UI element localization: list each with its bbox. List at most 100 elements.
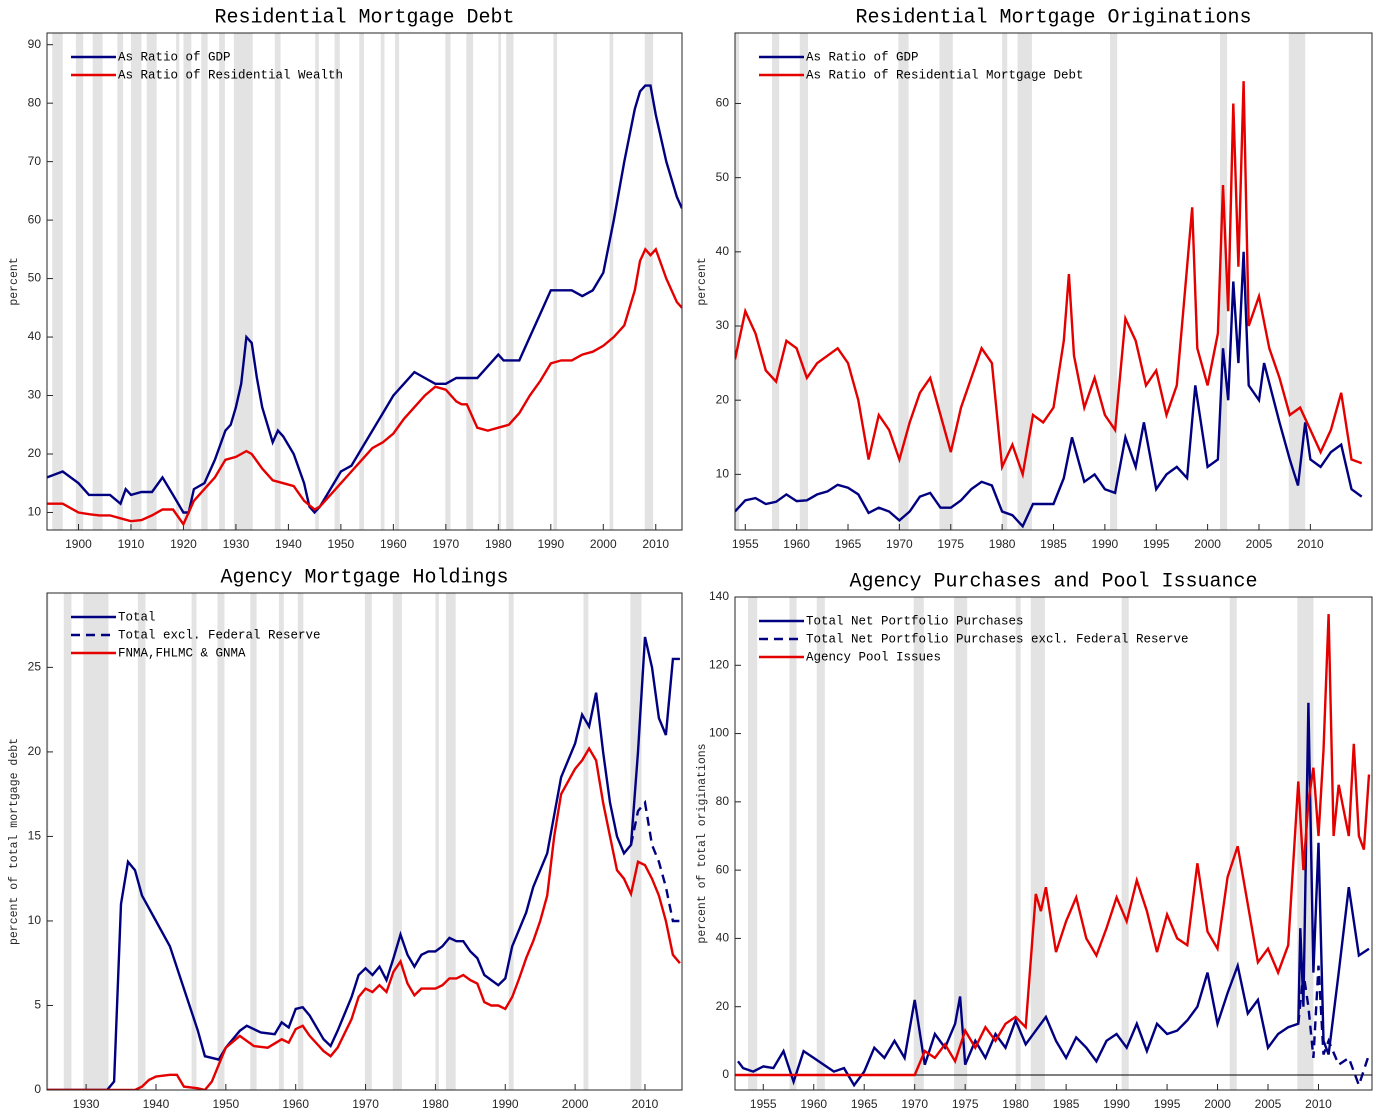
legend-label: As Ratio of Residential Mortgage Debt — [806, 68, 1084, 82]
x-tick-label: 1990 — [492, 1097, 519, 1111]
recession-band — [63, 593, 72, 1090]
recession-band — [339, 597, 358, 1090]
x-tick-label: 2005 — [1246, 537, 1273, 551]
x-tick-label: 1930 — [73, 1097, 100, 1111]
series-line — [47, 636, 680, 1090]
recession-band — [158, 597, 178, 1090]
y-tick-label: 40 — [28, 329, 42, 343]
legend-label: Total Net Portfolio Purchases excl. Fede… — [806, 632, 1189, 646]
legend-label: Agency Pool Issues — [806, 650, 941, 664]
x-tick-label: 1950 — [328, 537, 355, 551]
plot-frame — [734, 32, 1373, 531]
y-tick-label: 80 — [28, 95, 42, 109]
recession-band — [1219, 33, 1228, 530]
series-line — [735, 614, 1371, 1077]
x-tick-label: 1975 — [952, 1097, 979, 1111]
legend-label: Total Net Portfolio Purchases — [806, 614, 1024, 628]
recession-band — [954, 597, 968, 1090]
recession-band — [1002, 33, 1008, 530]
chart-title: Agency Purchases and Pool Issuance — [849, 570, 1257, 593]
recession-band — [816, 597, 825, 1090]
x-tick-label: 1910 — [118, 537, 145, 551]
x-tick-label: 1990 — [537, 537, 564, 551]
recession-band — [445, 593, 456, 1090]
y-tick-label: 10 — [28, 913, 42, 927]
recession-band — [799, 33, 808, 530]
panel: 10 20 30 40 50 60 70 80 90 1900 1910 1920 1930 1940 19… — [8, 6, 683, 551]
y-tick-label: 20 — [716, 999, 730, 1013]
y-tick-label: 0 — [34, 1082, 41, 1096]
y-tick-label: 20 — [716, 392, 730, 406]
recession-band — [748, 597, 758, 1090]
y-tick-label: 90 — [28, 37, 42, 51]
recession-band — [1121, 597, 1129, 1090]
y-tick-label: 30 — [716, 318, 730, 332]
recession-band — [92, 33, 103, 530]
x-tick-label: 1960 — [800, 1097, 827, 1111]
recession-band — [203, 597, 217, 1090]
recession-band — [410, 597, 425, 1090]
x-tick-label: 1900 — [65, 537, 92, 551]
x-tick-label: 2000 — [1204, 1097, 1231, 1111]
recession-band — [52, 33, 63, 530]
chart-title: Residential Mortgage Debt — [214, 6, 514, 29]
x-tick-label: 1920 — [170, 537, 197, 551]
x-tick-label: 1960 — [380, 537, 407, 551]
x-tick-label: 1965 — [835, 537, 862, 551]
x-tick-label: 1980 — [485, 537, 512, 551]
legend-label: As Ratio of GDP — [118, 50, 231, 64]
recession-band — [47, 593, 49, 1090]
y-tick-label: 120 — [709, 657, 729, 671]
panel: 10 20 30 40 50 60 1955 1960 1965 1970 1975 1980 1985… — [421, 6, 1373, 551]
recession-band — [315, 33, 319, 530]
recession-band — [1110, 33, 1118, 530]
legend-label: As Ratio of GDP — [806, 50, 919, 64]
y-tick-label: 140 — [709, 589, 729, 603]
recession-band — [83, 593, 109, 1090]
x-tick-label: 1940 — [143, 1097, 170, 1111]
x-tick-label: 1990 — [1092, 537, 1119, 551]
recession-band — [217, 593, 225, 1090]
recession-band — [219, 33, 225, 530]
recession-band — [233, 33, 253, 530]
y-tick-label: 50 — [716, 170, 730, 184]
recession-band — [334, 33, 340, 530]
x-tick-label: 2010 — [632, 1097, 659, 1111]
recession-band — [506, 33, 514, 530]
y-tick-label: 25 — [28, 660, 42, 674]
series-line — [735, 81, 1363, 480]
x-tick-label: 2010 — [1297, 537, 1324, 551]
x-tick-label: 2010 — [1305, 1097, 1332, 1111]
y-tick-label: 60 — [716, 862, 730, 876]
x-tick-label: 1955 — [750, 1097, 777, 1111]
y-tick-label: 15 — [28, 829, 42, 843]
recession-band — [176, 33, 180, 530]
legend-label: Total — [118, 610, 156, 624]
y-tick-label: 100 — [709, 726, 729, 740]
recession-band — [421, 33, 433, 530]
legend-label: As Ratio of Residential Wealth — [118, 68, 343, 82]
x-tick-label: 2000 — [590, 537, 617, 551]
recession-band — [1017, 33, 1032, 530]
x-tick-label: 1970 — [432, 537, 459, 551]
recession-band — [117, 33, 124, 530]
recession-band — [508, 593, 514, 1090]
legend: Total Net Portfolio Purchases Total Net P… — [759, 614, 1189, 664]
y-tick-label: 40 — [716, 931, 730, 945]
x-tick-label: 1940 — [275, 537, 302, 551]
x-tick-label: 2005 — [1255, 1097, 1282, 1111]
y-tick-label: 40 — [716, 244, 730, 258]
plot-frame — [734, 596, 1373, 1091]
legend-label: FNMA,FHLMC & GNMA — [118, 646, 246, 660]
x-tick-label: 1965 — [851, 1097, 878, 1111]
series-line — [735, 251, 1363, 529]
y-tick-label: 5 — [34, 998, 41, 1012]
recession-band — [435, 593, 439, 1090]
y-axis-label: percent of total mortgage debt — [8, 738, 21, 945]
recession-band — [484, 33, 521, 530]
y-tick-label: 0 — [722, 1067, 729, 1081]
recession-band — [309, 597, 329, 1090]
series-line — [47, 247, 682, 527]
recession-band — [898, 33, 909, 530]
